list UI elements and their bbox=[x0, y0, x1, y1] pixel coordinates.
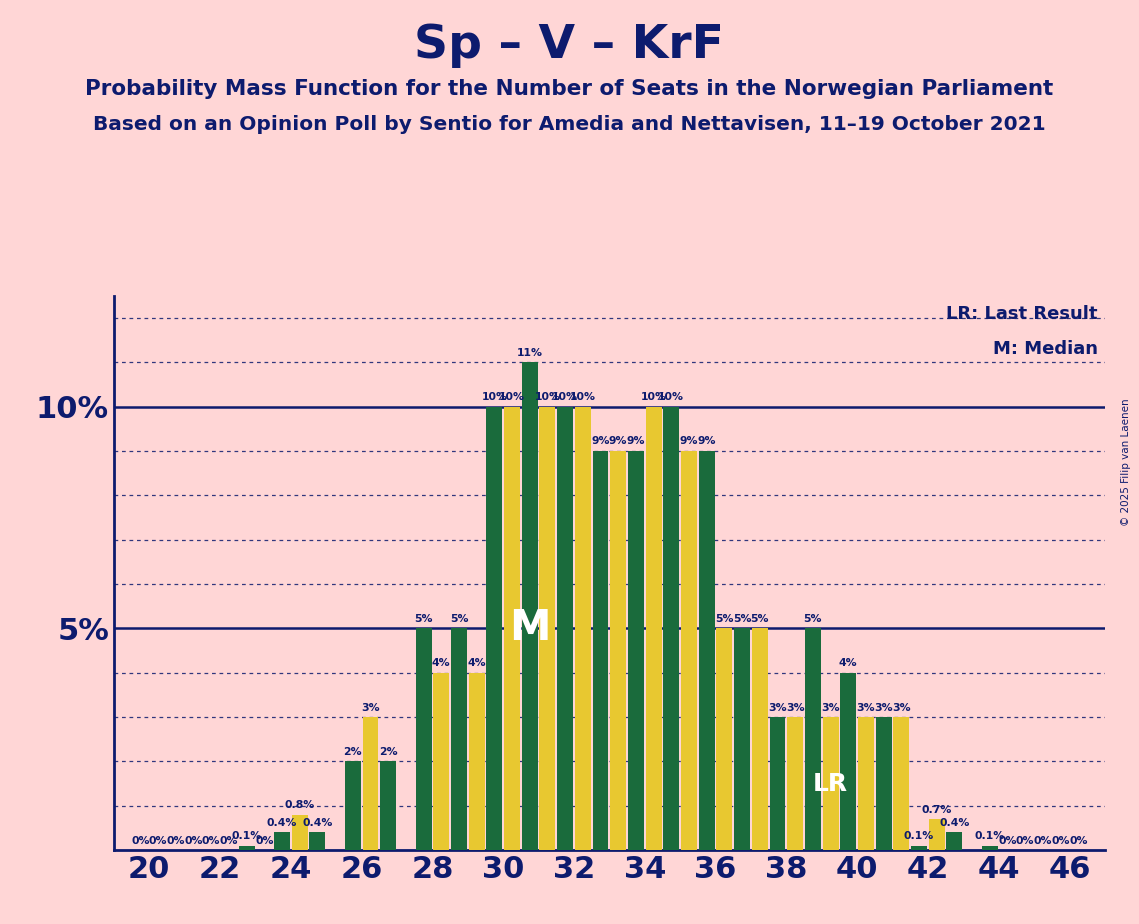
Text: 0%: 0% bbox=[185, 835, 203, 845]
Bar bbox=[646, 407, 662, 850]
Bar bbox=[752, 628, 768, 850]
Bar bbox=[362, 717, 378, 850]
Bar bbox=[716, 628, 732, 850]
Text: 10%: 10% bbox=[499, 392, 525, 402]
Text: 5%: 5% bbox=[450, 614, 468, 624]
Text: 5%: 5% bbox=[415, 614, 433, 624]
Bar bbox=[451, 628, 467, 850]
Text: 3%: 3% bbox=[361, 702, 379, 712]
Text: 10%: 10% bbox=[534, 392, 560, 402]
Text: 0%: 0% bbox=[149, 835, 167, 845]
Text: 3%: 3% bbox=[768, 702, 787, 712]
Bar bbox=[468, 673, 484, 850]
Text: 2%: 2% bbox=[344, 747, 362, 757]
Text: 10%: 10% bbox=[640, 392, 666, 402]
Bar bbox=[822, 717, 838, 850]
Text: 9%: 9% bbox=[680, 436, 698, 446]
Text: 0.1%: 0.1% bbox=[231, 832, 262, 841]
Text: 9%: 9% bbox=[609, 436, 628, 446]
Text: 0%: 0% bbox=[1051, 835, 1070, 845]
Text: 4%: 4% bbox=[467, 658, 486, 668]
Bar bbox=[876, 717, 892, 850]
Bar bbox=[858, 717, 874, 850]
Bar bbox=[681, 451, 697, 850]
Bar bbox=[592, 451, 608, 850]
Text: 3%: 3% bbox=[821, 702, 839, 712]
Text: 10%: 10% bbox=[570, 392, 596, 402]
Bar bbox=[698, 451, 714, 850]
Text: 4%: 4% bbox=[839, 658, 858, 668]
Text: 0%: 0% bbox=[1070, 835, 1088, 845]
Text: 2%: 2% bbox=[379, 747, 398, 757]
Bar bbox=[292, 815, 308, 850]
Bar bbox=[433, 673, 449, 850]
Bar bbox=[911, 845, 927, 850]
Text: 0.4%: 0.4% bbox=[267, 818, 297, 828]
Text: Sp – V – KrF: Sp – V – KrF bbox=[415, 23, 724, 68]
Bar bbox=[345, 761, 361, 850]
Bar bbox=[928, 819, 944, 850]
Text: 5%: 5% bbox=[715, 614, 734, 624]
Text: 9%: 9% bbox=[697, 436, 716, 446]
Text: 0.7%: 0.7% bbox=[921, 805, 952, 815]
Bar bbox=[540, 407, 556, 850]
Text: M: M bbox=[509, 607, 550, 650]
Text: 10%: 10% bbox=[658, 392, 685, 402]
Bar bbox=[982, 845, 998, 850]
Text: 3%: 3% bbox=[875, 702, 893, 712]
Text: LR: LR bbox=[813, 772, 849, 796]
Text: 0%: 0% bbox=[1034, 835, 1052, 845]
Text: 0.4%: 0.4% bbox=[940, 818, 969, 828]
Text: 3%: 3% bbox=[892, 702, 911, 712]
Bar bbox=[505, 407, 521, 850]
Bar bbox=[770, 717, 786, 850]
Bar bbox=[893, 717, 909, 850]
Text: 0%: 0% bbox=[166, 835, 185, 845]
Bar bbox=[239, 845, 255, 850]
Bar bbox=[274, 833, 290, 850]
Text: 0.1%: 0.1% bbox=[975, 832, 1005, 841]
Text: LR: Last Result: LR: Last Result bbox=[947, 305, 1098, 322]
Bar bbox=[628, 451, 644, 850]
Text: 5%: 5% bbox=[804, 614, 822, 624]
Text: 0%: 0% bbox=[202, 835, 221, 845]
Text: 4%: 4% bbox=[432, 658, 451, 668]
Text: Probability Mass Function for the Number of Seats in the Norwegian Parliament: Probability Mass Function for the Number… bbox=[85, 79, 1054, 99]
Text: 9%: 9% bbox=[591, 436, 609, 446]
Text: 0%: 0% bbox=[220, 835, 238, 845]
Text: 10%: 10% bbox=[552, 392, 579, 402]
Bar bbox=[735, 628, 751, 850]
Text: 0.4%: 0.4% bbox=[302, 818, 333, 828]
Text: 0%: 0% bbox=[255, 835, 273, 845]
Text: 9%: 9% bbox=[626, 436, 645, 446]
Text: 0%: 0% bbox=[131, 835, 149, 845]
Text: 5%: 5% bbox=[732, 614, 752, 624]
Bar bbox=[575, 407, 591, 850]
Text: 0%: 0% bbox=[1016, 835, 1034, 845]
Text: 0.1%: 0.1% bbox=[904, 832, 934, 841]
Text: M: Median: M: Median bbox=[993, 340, 1098, 358]
Text: Based on an Opinion Poll by Sentio for Amedia and Nettavisen, 11–19 October 2021: Based on an Opinion Poll by Sentio for A… bbox=[93, 116, 1046, 135]
Text: 3%: 3% bbox=[786, 702, 804, 712]
Bar bbox=[663, 407, 679, 850]
Bar bbox=[947, 833, 962, 850]
Bar bbox=[522, 362, 538, 850]
Text: 0%: 0% bbox=[998, 835, 1017, 845]
Bar bbox=[486, 407, 502, 850]
Text: 10%: 10% bbox=[482, 392, 507, 402]
Bar bbox=[557, 407, 573, 850]
Bar bbox=[611, 451, 626, 850]
Bar bbox=[841, 673, 857, 850]
Bar bbox=[805, 628, 821, 850]
Text: © 2025 Filip van Laenen: © 2025 Filip van Laenen bbox=[1121, 398, 1131, 526]
Bar bbox=[787, 717, 803, 850]
Bar bbox=[380, 761, 396, 850]
Text: 3%: 3% bbox=[857, 702, 875, 712]
Bar bbox=[310, 833, 326, 850]
Bar bbox=[416, 628, 432, 850]
Text: 11%: 11% bbox=[517, 347, 543, 358]
Text: 0.8%: 0.8% bbox=[285, 800, 314, 810]
Text: 5%: 5% bbox=[751, 614, 769, 624]
